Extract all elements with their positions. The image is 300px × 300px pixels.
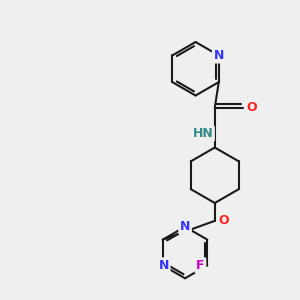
Text: F: F [196, 259, 205, 272]
Text: O: O [246, 101, 257, 114]
Text: O: O [218, 214, 229, 227]
Text: N: N [159, 259, 169, 272]
Text: HN: HN [193, 127, 213, 140]
Text: N: N [180, 220, 190, 233]
Text: N: N [214, 49, 224, 62]
